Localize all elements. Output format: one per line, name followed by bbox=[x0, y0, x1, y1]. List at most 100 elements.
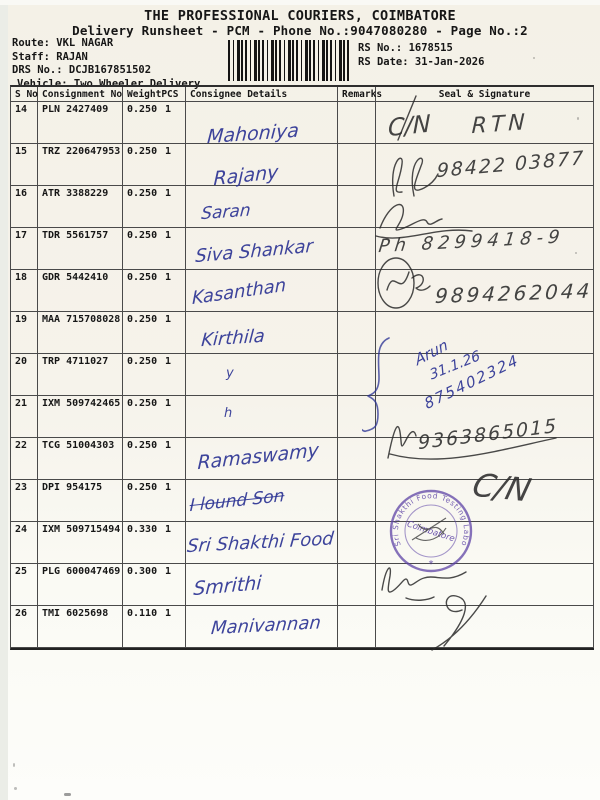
cell-consignment-no: TMI 6025698 bbox=[38, 606, 123, 648]
signature-scrawl bbox=[397, 95, 417, 141]
rs-no-line: RS No.: 1678515 bbox=[358, 42, 453, 54]
cell-consignee bbox=[186, 522, 338, 564]
handwritten-cn-rtn: C/N bbox=[388, 109, 431, 143]
cell-weight-pcs: 0.250 1 bbox=[123, 480, 186, 522]
pcs-value: 1 bbox=[164, 314, 171, 325]
table-row: 20 TRP 4711027 0.250 1 bbox=[11, 354, 594, 396]
cell-weight-pcs: 0.250 1 bbox=[123, 438, 186, 480]
signature-scrawl bbox=[375, 203, 473, 239]
rubber-stamp: Sri Shakthi Food Testing Laboratory * Co… bbox=[388, 488, 473, 573]
route-line: Route: VKL NAGAR bbox=[12, 37, 114, 49]
cell-weight-pcs: 0.300 1 bbox=[123, 564, 186, 606]
handwritten-mark: y bbox=[226, 366, 234, 381]
weight-value: 0.300 bbox=[127, 566, 158, 577]
table-row: 14 PLN 2427409 0.250 1 bbox=[11, 102, 594, 144]
table-row: 23 DPI 954175 0.250 1 bbox=[11, 480, 594, 522]
cell-weight-pcs: 0.250 1 bbox=[123, 312, 186, 354]
pcs-value: 1 bbox=[164, 608, 171, 619]
runsheet-table: S No Consignment No Weight PCS Consignee… bbox=[10, 85, 594, 650]
table-row: 25 PLG 600047469 0.300 1 bbox=[11, 564, 594, 606]
weight-value: 0.110 bbox=[127, 608, 158, 619]
pcs-value: 1 bbox=[164, 482, 171, 493]
cell-consignee bbox=[186, 564, 338, 606]
table-row: 17 TDR 5561757 0.250 1 bbox=[11, 228, 594, 270]
cell-remarks bbox=[338, 396, 376, 438]
scan-speck bbox=[13, 763, 15, 767]
cell-remarks bbox=[338, 564, 376, 606]
table-row: 16 ATR 3388229 0.250 1 bbox=[11, 186, 594, 228]
cell-seal bbox=[376, 564, 594, 606]
cell-consignment-no: TDR 5561757 bbox=[38, 228, 123, 270]
drs-no-line: DRS No.: DCJB167851502 bbox=[12, 64, 152, 76]
cell-consignment-no: PLG 600047469 bbox=[38, 564, 123, 606]
pcs-value: 1 bbox=[164, 188, 171, 199]
cell-s-no: 15 bbox=[11, 144, 38, 186]
cell-consignee bbox=[186, 312, 338, 354]
cell-consignee bbox=[186, 102, 338, 144]
svg-text:Sri Shakthi Food Testing Labor: Sri Shakthi Food Testing Laboratory bbox=[388, 488, 471, 548]
cell-weight-pcs: 0.250 1 bbox=[123, 228, 186, 270]
cell-s-no: 16 bbox=[11, 186, 38, 228]
header-seal-signature: Seal & Signature bbox=[376, 87, 594, 102]
stamp-star: * bbox=[428, 559, 434, 570]
cell-s-no: 24 bbox=[11, 522, 38, 564]
pcs-value: 1 bbox=[164, 272, 171, 283]
cell-consignment-no: DPI 954175 bbox=[38, 480, 123, 522]
staff-line: Staff: RAJAN bbox=[12, 50, 88, 63]
cell-weight-pcs: 0.250 1 bbox=[123, 396, 186, 438]
header-weight: Weight bbox=[127, 89, 162, 100]
cell-s-no: 25 bbox=[11, 564, 38, 606]
cell-consignee bbox=[186, 480, 338, 522]
cell-remarks bbox=[338, 312, 376, 354]
cell-consignee bbox=[186, 354, 338, 396]
header-weight-pcs: Weight PCS bbox=[123, 87, 186, 102]
rs-info-block: RS No.: 1678515 RS Date: 31-Jan-2026 bbox=[358, 41, 484, 69]
cell-consignee bbox=[186, 270, 338, 312]
signature-scrawl bbox=[392, 157, 439, 197]
cell-consignment-no: MAA 715708028 bbox=[38, 312, 123, 354]
cell-consignment-no: TCG 51004303 bbox=[38, 438, 123, 480]
scan-speck bbox=[533, 57, 535, 59]
cell-s-no: 23 bbox=[11, 480, 38, 522]
cell-consignment-no: TRZ 220647953 bbox=[38, 144, 123, 186]
cell-remarks bbox=[338, 354, 376, 396]
weight-value: 0.250 bbox=[127, 314, 158, 325]
cell-seal bbox=[376, 606, 594, 648]
cell-seal bbox=[376, 312, 594, 354]
header-consignment-no: Consignment No bbox=[38, 87, 123, 102]
cell-weight-pcs: 0.250 1 bbox=[123, 144, 186, 186]
handwritten-rtn: RTN bbox=[471, 110, 530, 140]
cell-seal bbox=[376, 144, 594, 186]
weight-value: 0.250 bbox=[127, 482, 158, 493]
cell-remarks bbox=[338, 270, 376, 312]
scan-speck bbox=[577, 117, 579, 120]
scan-speck bbox=[575, 252, 577, 254]
cell-s-no: 21 bbox=[11, 396, 38, 438]
pcs-value: 1 bbox=[164, 440, 171, 451]
rs-date-line: RS Date: 31-Jan-2026 bbox=[358, 56, 485, 68]
cell-consignment-no: ATR 3388229 bbox=[38, 186, 123, 228]
pcs-value: 1 bbox=[164, 146, 171, 157]
cell-weight-pcs: 0.330 1 bbox=[123, 522, 186, 564]
table-row: 19 MAA 715708028 0.250 1 bbox=[11, 312, 594, 354]
cell-seal bbox=[376, 522, 594, 564]
cell-seal bbox=[376, 438, 594, 480]
cell-s-no: 20 bbox=[11, 354, 38, 396]
scan-speck bbox=[14, 787, 17, 790]
table-header-row: S No Consignment No Weight PCS Consignee… bbox=[11, 87, 594, 102]
cell-consignee bbox=[186, 186, 338, 228]
handwritten-consignee-name: Saran bbox=[200, 200, 252, 225]
signature-scrawl bbox=[377, 257, 431, 309]
cell-seal bbox=[376, 354, 594, 396]
cell-remarks bbox=[338, 102, 376, 144]
cell-remarks bbox=[338, 522, 376, 564]
cell-consignee bbox=[186, 438, 338, 480]
stamp-inner-text: Coimbatore bbox=[406, 520, 456, 545]
barcode-icon bbox=[228, 40, 352, 81]
header-remarks: Remarks bbox=[338, 87, 382, 102]
cell-consignee bbox=[186, 144, 338, 186]
weight-value: 0.250 bbox=[127, 230, 158, 241]
cell-seal bbox=[376, 186, 594, 228]
scan-speck bbox=[322, 13, 324, 15]
weight-value: 0.250 bbox=[127, 104, 158, 115]
